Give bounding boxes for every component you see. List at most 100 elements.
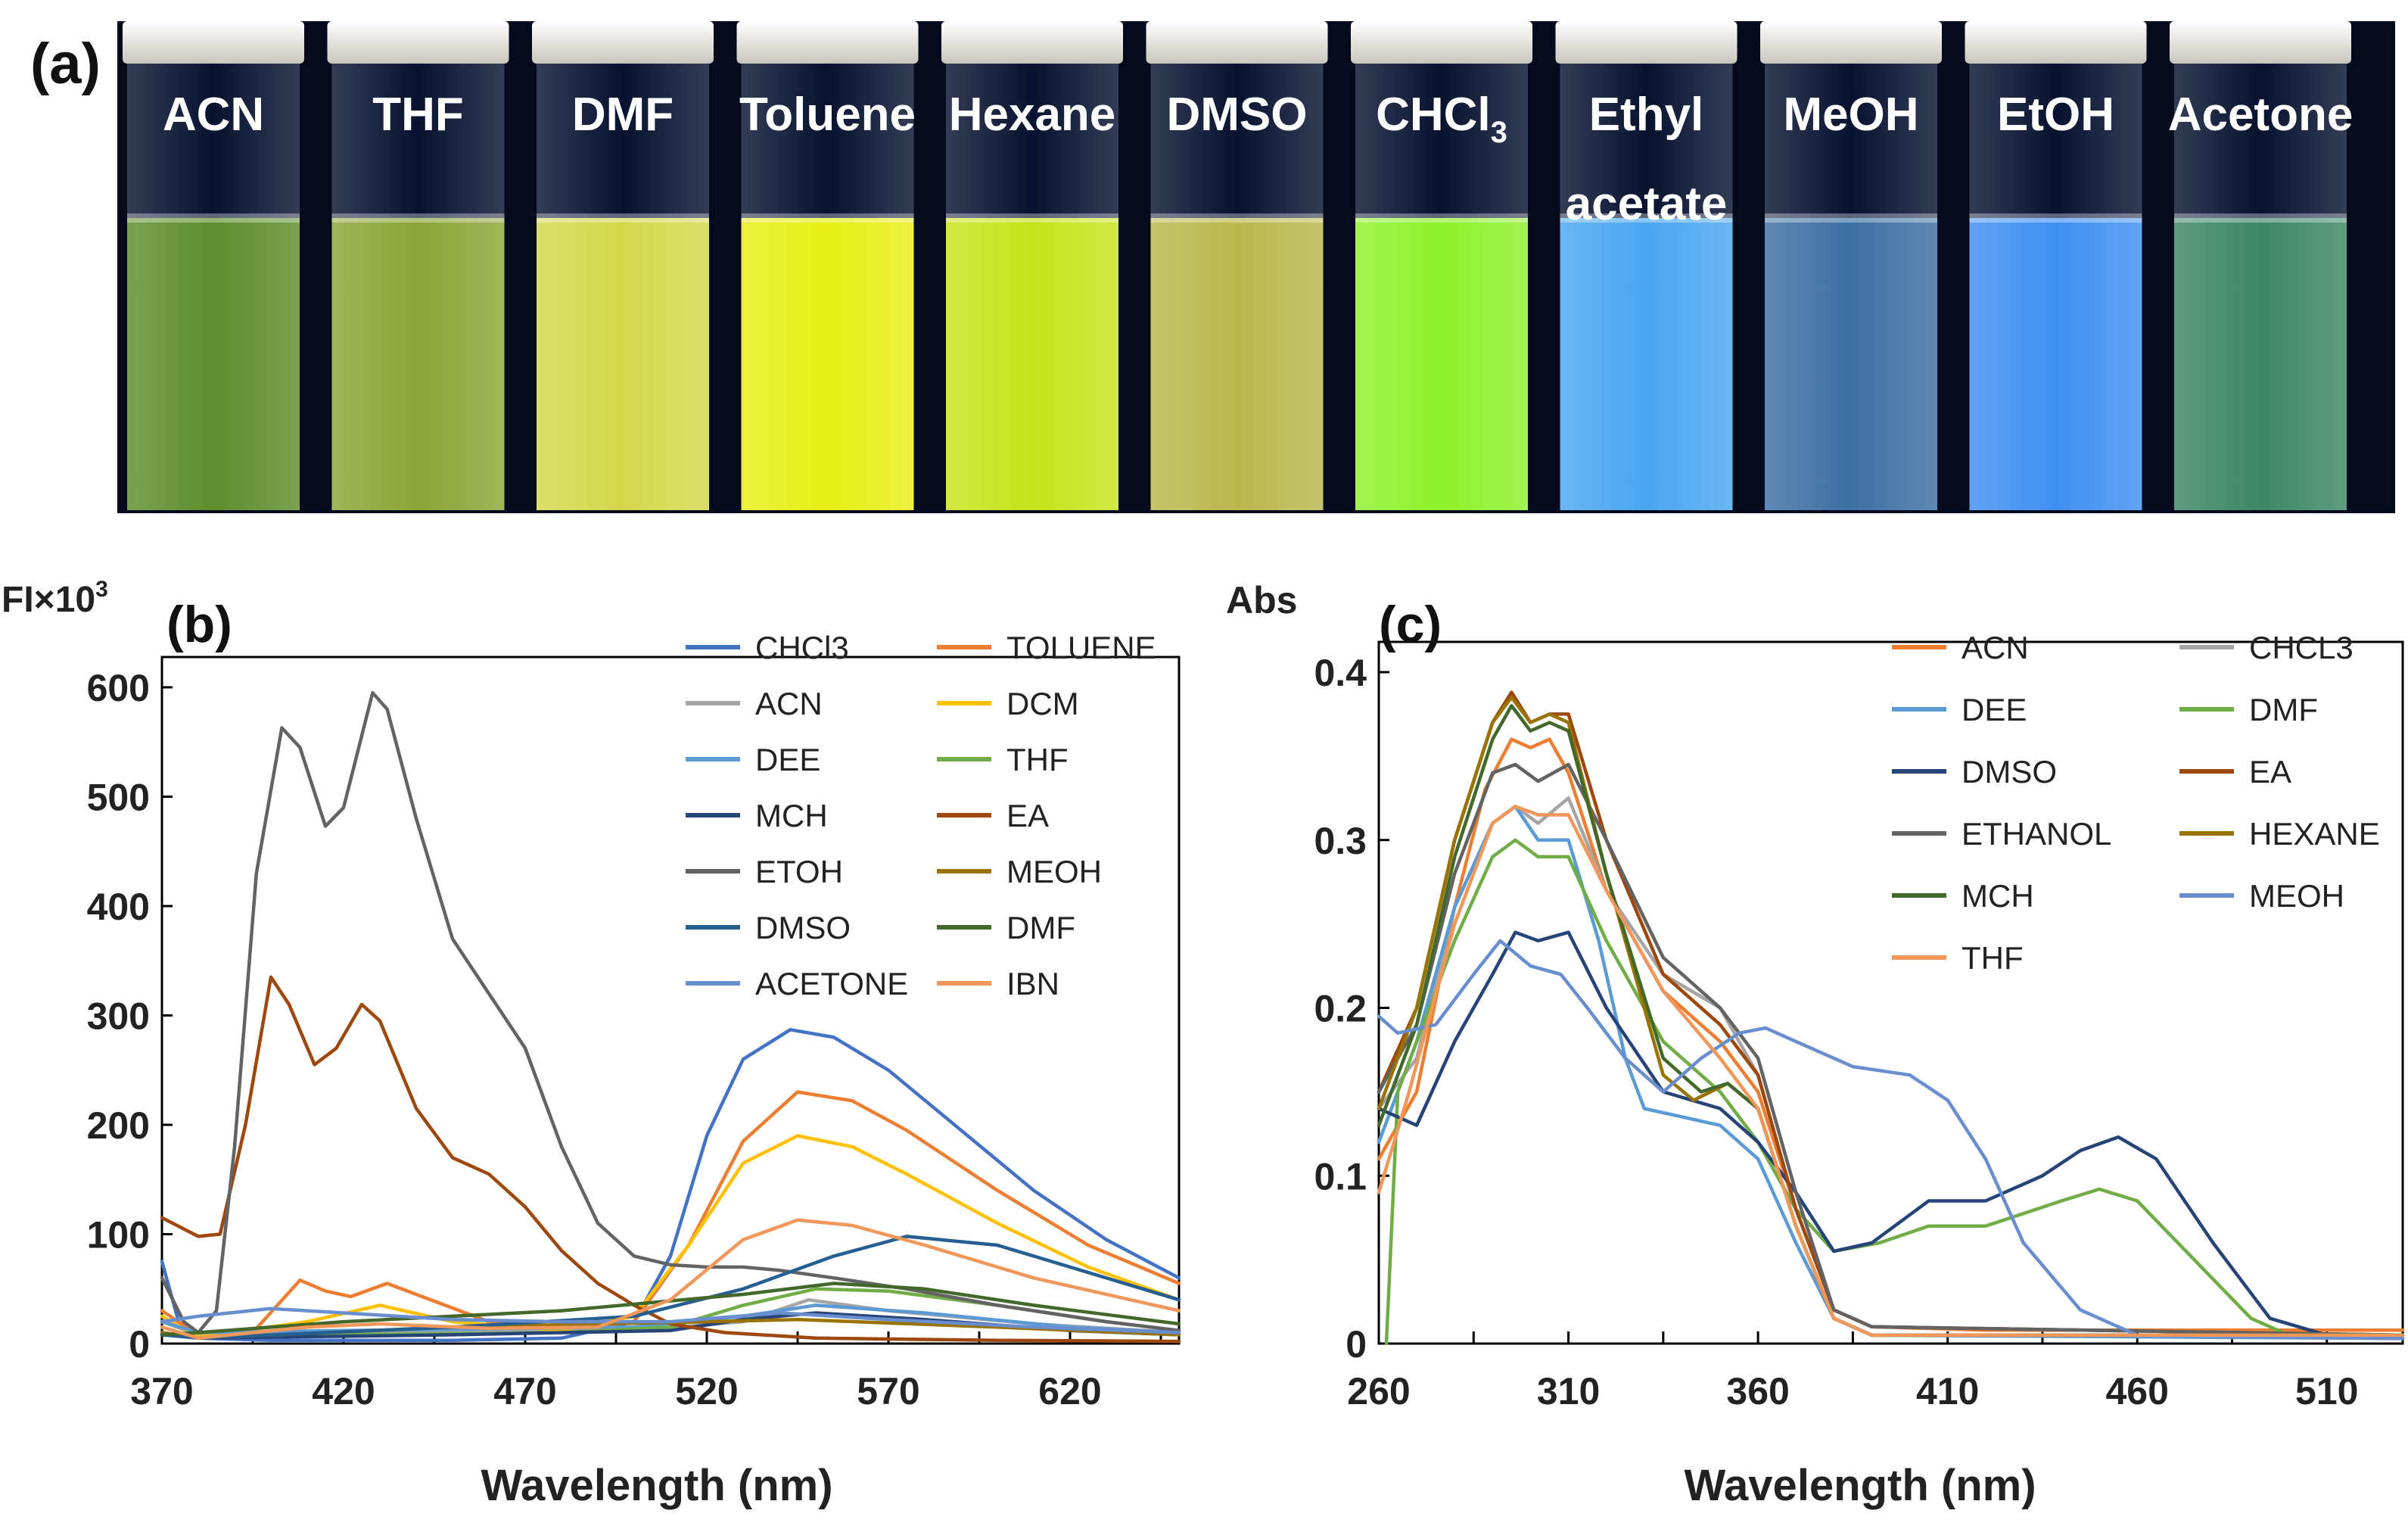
cuvette-10: EtOH — [1965, 21, 2147, 510]
cuvette-2: THF — [327, 21, 509, 510]
glass-reflection — [537, 64, 709, 510]
cuvette-cap — [327, 21, 509, 64]
absorbance-series — [1377, 690, 2405, 1346]
series-line-meoh — [1377, 939, 2405, 1341]
fluorescence-y-label-sup: 3 — [95, 577, 108, 602]
cuvette-label: Ethyl — [1589, 89, 1704, 141]
legend-label: DEE — [755, 742, 820, 777]
fluorescence-series — [160, 690, 1181, 1344]
fluorescence-y-label: FI×103 — [2, 577, 108, 620]
cuvette-label: ACN — [163, 89, 264, 141]
cuvette-5: Hexane — [941, 21, 1123, 510]
cuvette-label: EtOH — [1997, 89, 2114, 141]
y-tick-label: 400 — [87, 886, 150, 928]
legend-label: DCM — [1006, 686, 1079, 721]
cuvette-label: MeOH — [1783, 89, 1918, 141]
x-tick-label: 420 — [312, 1370, 375, 1412]
y-tick-label: 0.3 — [1314, 820, 1367, 862]
cuvette-cap — [2170, 21, 2351, 64]
cuvette-cap — [1965, 21, 2147, 64]
series-line-dmf — [160, 1282, 1181, 1337]
cuvette-label: DMSO — [1167, 89, 1308, 141]
cuvette-cap — [1555, 21, 1738, 64]
cuvette-label: Acetone — [2168, 89, 2354, 141]
legend-label: MEOH — [1006, 854, 1102, 889]
series-line-ethanol — [1377, 762, 2405, 1338]
x-tick-label: 520 — [675, 1370, 738, 1412]
fluorescence-y-label-text: FI×10 — [2, 580, 95, 620]
legend-label: ACN — [755, 686, 823, 721]
y-tick-label: 0.1 — [1314, 1155, 1367, 1197]
legend-label: MCH — [1962, 878, 2034, 914]
cuvette-label: Hexane — [949, 89, 1116, 141]
cuvette-9: MeOH — [1760, 21, 1942, 510]
x-tick-label: 510 — [2295, 1370, 2358, 1412]
y-tick-label: 200 — [87, 1104, 150, 1147]
cuvette-label: Toluene — [739, 89, 916, 141]
cuvette-cap — [1351, 21, 1532, 64]
cuvette-cap — [1760, 21, 1942, 64]
legend-label: THF — [1006, 742, 1069, 777]
series-line-etoh — [160, 690, 1181, 1334]
cuvette-label-text: THF — [372, 89, 464, 141]
y-tick-label: 600 — [87, 667, 150, 709]
cuvette-row: ACN THF DMF Toluene Hexane DMSO CHCl3 Ethyl acet… — [123, 21, 2353, 510]
fluorescence-chart: 0 100 200 300 400 500 600 370 420 470 520 570 620 CH… — [2, 577, 1181, 1510]
legend-label: DEE — [1962, 692, 2027, 727]
series-line-dcm — [160, 1134, 1181, 1339]
cuvette-cap — [1146, 21, 1328, 64]
glass-reflection — [741, 64, 914, 510]
x-tick-label: 310 — [1537, 1370, 1600, 1412]
cuvette-label-text: ACN — [163, 89, 264, 141]
cuvette-label-text: EtOH — [1997, 89, 2114, 141]
cuvette-label: THF — [372, 89, 464, 141]
glass-reflection — [331, 64, 505, 510]
legend-label: DMSO — [1962, 754, 2057, 789]
legend-label: CHCL3 — [2249, 630, 2354, 665]
plot-frame — [1377, 640, 2404, 1345]
cuvette-label-text: Hexane — [949, 89, 1116, 141]
glass-reflection — [1355, 64, 1528, 510]
glass-reflection — [1969, 64, 2142, 510]
y-tick-label: 0 — [129, 1323, 150, 1366]
legend-label: CHCl3 — [755, 630, 849, 665]
cuvette-1: ACN — [123, 21, 304, 510]
legend-label: HEXANE — [2249, 816, 2380, 852]
y-tick-label: 500 — [87, 777, 150, 819]
cuvette-label-sub: 3 — [1491, 116, 1507, 149]
cuvette-label-text: Ethyl — [1589, 89, 1704, 141]
y-tick-label: 300 — [87, 995, 150, 1038]
legend-label: MCH — [755, 798, 828, 833]
glass-reflection — [1560, 64, 1733, 510]
absorbance-legend: ACN CHCL3 DEE DMF DMSO EA ETHANOL HEXANE MCH MEOH… — [1892, 630, 2380, 976]
cuvette-label-text: Acetone — [2168, 89, 2354, 141]
cuvette-3: DMF — [532, 21, 714, 510]
legend-label: ACETONE — [755, 966, 908, 1001]
cuvette-label-text: CHCl — [1376, 89, 1491, 141]
x-tick-label: 460 — [2106, 1370, 2169, 1412]
x-tick-label: 360 — [1726, 1370, 1789, 1412]
legend-label: TOLUENE — [1006, 630, 1156, 665]
cuvette-label: CHCl3 — [1376, 89, 1507, 149]
fluorescence-axes: 0 100 200 300 400 500 600 370 420 470 520 570 620 — [87, 656, 1181, 1412]
series-line-dmf — [1384, 838, 2405, 1346]
x-tick-label: 470 — [493, 1370, 556, 1412]
cuvette-cap — [941, 21, 1123, 64]
cuvette-photo: (a) ACN THF DMF Toluene Hexane DMSO CHCl3 Ethyl… — [30, 21, 2395, 513]
series-line-chcl3 — [160, 1028, 1181, 1342]
series-line-ea — [160, 975, 1181, 1344]
cuvette-label-text: DMSO — [1167, 89, 1308, 141]
glass-reflection — [1765, 64, 1937, 510]
panel-label-c: (c) — [1379, 596, 1442, 653]
plot-frame — [160, 656, 1181, 1345]
cuvette-cap — [736, 21, 919, 64]
cuvette-label-text: DMF — [572, 89, 674, 141]
legend-label: DMF — [1006, 910, 1075, 945]
cuvette-label-line2: acetate — [1566, 178, 1728, 230]
x-tick-label: 410 — [1916, 1370, 1979, 1412]
x-tick-label: 260 — [1347, 1370, 1410, 1412]
legend-label: EA — [1006, 798, 1049, 833]
glass-reflection — [1150, 64, 1324, 510]
legend-label: IBN — [1006, 966, 1059, 1001]
legend-label: EA — [2249, 754, 2291, 789]
